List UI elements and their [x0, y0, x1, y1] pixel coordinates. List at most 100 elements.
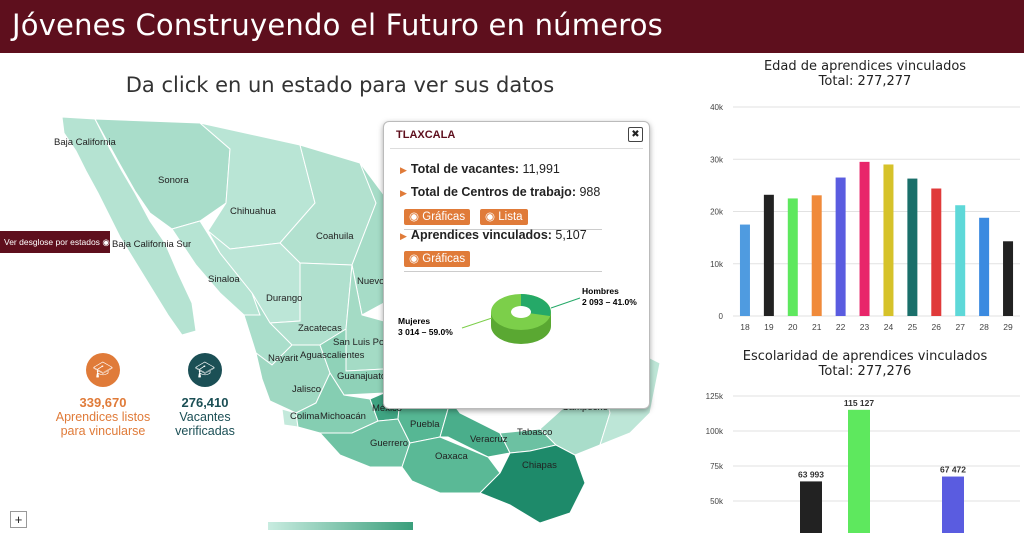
zoom-in-button[interactable]: + [10, 511, 27, 528]
state-popup: TLAXCALA ✖ ▶ Total de vacantes: 11,991 ▶ T… [383, 121, 650, 409]
arrow-icon: ▶ [400, 188, 407, 198]
pie-label-mujeres: Mujeres [398, 316, 430, 326]
charts-panel: Edad de aprendices vinculados Total: 277… [695, 53, 1024, 533]
app-header: Jóvenes Construyendo el Futuro en número… [0, 0, 1024, 53]
arrow-icon: ▶ [400, 165, 407, 175]
popup-separator [404, 229, 602, 230]
label-nuevo-leon: Nuevo [357, 276, 384, 287]
desglose-label: Ver desglose por estados [4, 237, 100, 247]
graficas-label: Gráficas [422, 211, 466, 223]
map-instruction: Da click en un estado para ver sus datos [125, 73, 555, 97]
bar-27 [955, 205, 966, 316]
label-guanajuato: Guanajuato [337, 371, 386, 382]
lista-label: Lista [498, 211, 523, 223]
bar-22 [835, 177, 846, 316]
chart-escolaridad-title: Escolaridad de aprendices vinculados [742, 349, 988, 364]
bar-26 [931, 188, 942, 316]
y-tick-label: 40k [710, 103, 724, 112]
pie-value-hombres: 2 093 – 41.0% [582, 297, 637, 307]
chart-escolaridad: 50k 75k 100k 125k 63 993 115 127 67 472 [706, 392, 1020, 533]
label-baja-california-sur: Baja California Sur [112, 239, 191, 250]
chart-edad-total: Total: 277,277 [818, 74, 912, 89]
label-puebla: Puebla [410, 419, 440, 430]
y-tick-label: 20k [710, 208, 724, 217]
label-aguascalientes: Aguascalientes [300, 350, 365, 361]
bar-19 [763, 194, 774, 316]
y-tick-label: 75k [710, 462, 724, 471]
y-tick-label: 0 [719, 312, 724, 321]
state-baja-california[interactable] [61, 116, 197, 336]
vacantes-label: Total de vacantes: [410, 162, 520, 176]
map-color-legend [268, 522, 413, 530]
map-panel: Baja California Sonora Chihuahua Baja Ca… [0, 53, 690, 530]
y-tick-label: 125k [706, 392, 724, 401]
label-jalisco: Jalisco [292, 384, 321, 395]
x-tick-label: 19 [764, 322, 774, 332]
y-tick-label: 100k [706, 427, 724, 436]
x-tick-label: 24 [884, 322, 894, 332]
stat-aprendices-label-1: Aprendices listos [55, 410, 151, 424]
graficas-button[interactable]: ◉ Gráficas [404, 209, 471, 225]
stat-vacantes-label-1: Vacantes [179, 410, 231, 424]
data-label: 63 993 [798, 469, 824, 479]
y-tick-label: 30k [710, 155, 724, 164]
stat-aprendices: 🎓︎ 339,670 Aprendices listos para vincul… [48, 353, 158, 438]
stat-vacantes-value: 276,410 [181, 395, 229, 410]
label-sonora: Sonora [158, 175, 189, 186]
pie-label-hombres: Hombres [582, 286, 619, 296]
label-baja-california: Baja California [54, 137, 116, 148]
bar-18 [739, 224, 750, 316]
bar-20 [787, 198, 798, 316]
y-tick-label: 10k [710, 260, 724, 269]
stat-aprendices-value: 339,670 [79, 395, 127, 410]
x-tick-label: 29 [1003, 322, 1013, 332]
label-veracruz: Veracruz [470, 434, 508, 445]
lista-button[interactable]: ◉ Lista [480, 209, 528, 225]
x-tick-label: 28 [979, 322, 989, 332]
arrow-icon: ▶ [400, 231, 407, 241]
label-coahuila: Coahuila [316, 231, 354, 242]
x-tick-label: 27 [955, 322, 965, 332]
x-tick-label: 26 [932, 322, 942, 332]
popup-separator [404, 271, 602, 272]
x-tick-label: 21 [812, 322, 822, 332]
centros-value: 988 [579, 185, 601, 199]
stat-vacantes: 🎓︎ 276,410 Vacantes verificadas [160, 353, 250, 438]
chart-edad: 0 10k 20k 30k 40k 18 19 20 21 22 23 24 25 26 27 28 29 [710, 103, 1020, 332]
graficas2-label: Gráficas [422, 253, 466, 265]
popup-divider [390, 148, 643, 149]
label-nayarit: Nayarit [268, 353, 298, 364]
eye-icon: ◉ [409, 211, 420, 223]
popup-aprendices: ▶ Aprendices vinculados: 5,107 [400, 228, 587, 242]
pie-hole [511, 306, 531, 318]
bar-25 [907, 178, 918, 316]
eye-icon: ◉ [409, 253, 420, 265]
bar-escolaridad-2 [942, 476, 964, 533]
bar-28 [979, 217, 990, 316]
bar-23 [859, 161, 870, 316]
stat-vacantes-label-2: verificadas [175, 424, 235, 438]
x-tick-label: 18 [740, 322, 750, 332]
pie-value-mujeres: 3 014 – 59.0% [398, 327, 453, 337]
close-icon[interactable]: ✖ [628, 127, 643, 142]
mexico-map[interactable]: Baja California Sonora Chihuahua Baja Ca… [0, 53, 690, 530]
graficas-aprendices-button[interactable]: ◉ Gráficas [404, 251, 471, 267]
label-zacatecas: Zacatecas [298, 323, 342, 334]
label-colima: Colima [290, 411, 320, 422]
bar-29 [1003, 241, 1014, 316]
centros-label: Total de Centros de trabajo: [410, 185, 576, 199]
state-chiapas[interactable] [479, 444, 586, 524]
eye-icon: ◉ [102, 237, 110, 247]
graduate-icon: 🎓︎ [188, 353, 222, 387]
chart-escolaridad-total: Total: 277,276 [818, 364, 912, 379]
bar-21 [811, 195, 822, 316]
vacantes-value: 11,991 [522, 162, 560, 176]
gender-pie-chart: Hombres 2 093 – 41.0% Mujeres 3 014 – 59… [398, 286, 637, 344]
label-oaxaca: Oaxaca [435, 451, 468, 462]
desglose-button[interactable]: Ver desglose por estados ◉ [0, 231, 110, 253]
x-tick-label: 25 [908, 322, 918, 332]
popup-centros: ▶ Total de Centros de trabajo: 988 [400, 185, 600, 199]
eye-icon: ◉ [485, 211, 496, 223]
chart-edad-title: Edad de aprendices vinculados [763, 59, 967, 74]
x-tick-label: 23 [860, 322, 870, 332]
